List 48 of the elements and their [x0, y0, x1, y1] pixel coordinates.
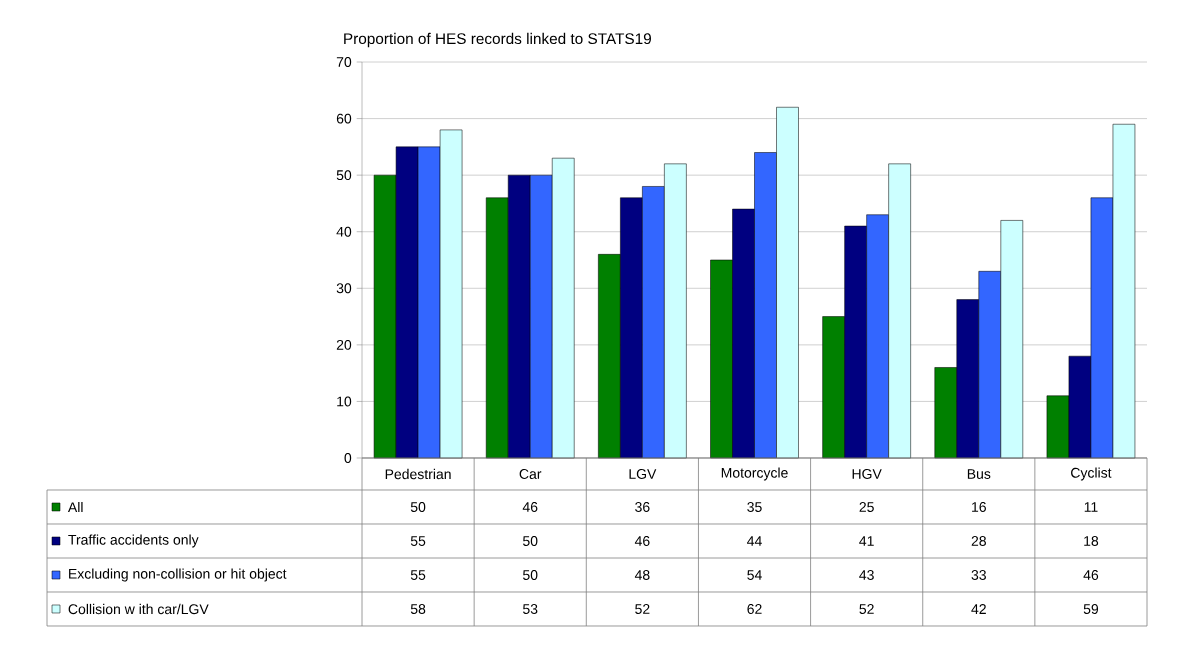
data-label: 54: [747, 570, 762, 580]
y-tick-label: 50: [336, 170, 352, 181]
y-tick-label: 20: [336, 339, 352, 350]
data-label: 35: [747, 502, 762, 512]
data-label: 25: [859, 502, 874, 512]
data-label: 53: [523, 604, 538, 614]
data-label: 36: [635, 502, 650, 512]
x-tick-label: Motorcycle: [721, 467, 788, 481]
data-label: 55: [410, 570, 426, 580]
y-tick-label: 70: [336, 57, 352, 67]
y-tick-label: 60: [336, 113, 352, 124]
x-tick-label: Cyclist: [1071, 467, 1112, 481]
x-tick-label: Pedestrian: [385, 468, 451, 480]
legend-label: Traffic accidents only: [68, 534, 199, 548]
data-label: 11: [1084, 502, 1098, 512]
legend-label: All: [67, 501, 83, 513]
x-tick-label: HGV: [852, 469, 882, 479]
data-label: 50: [523, 536, 538, 546]
data-label: 46: [634, 536, 650, 546]
chart-title: Proportion of HES records linked to STATS19: [344, 32, 651, 48]
data-label: 52: [859, 604, 874, 614]
x-tick-label: Car: [519, 469, 542, 479]
legend-label: Collision w ith car/LGV: [68, 603, 209, 615]
data-label: 52: [635, 604, 650, 614]
data-label: 16: [972, 502, 986, 512]
y-tick-label: 0: [344, 453, 352, 463]
y-tick-label: 40: [336, 226, 352, 237]
data-label: 50: [523, 570, 538, 580]
x-tick-label: Bus: [967, 469, 991, 479]
data-label: 33: [971, 570, 986, 580]
data-label: 55: [410, 536, 426, 546]
data-label: 43: [859, 570, 874, 580]
data-label: 48: [634, 570, 650, 580]
data-label: 58: [410, 604, 426, 614]
data-label: 46: [522, 502, 538, 512]
x-tick-label: LGV: [629, 469, 657, 479]
data-label: 50: [410, 502, 426, 512]
data-label: 59: [1083, 604, 1099, 614]
data-label: 44: [747, 536, 762, 546]
y-tick-label: 30: [336, 283, 352, 294]
data-label: 41: [859, 536, 874, 546]
data-label: 28: [971, 536, 986, 546]
y-tick-label: 10: [337, 396, 352, 407]
data-label: 18: [1084, 536, 1099, 546]
legend-label: Excluding non-collision or hit object: [69, 568, 287, 582]
data-label: 62: [747, 604, 762, 614]
data-label: 46: [1083, 570, 1099, 580]
data-label: 42: [971, 604, 986, 614]
